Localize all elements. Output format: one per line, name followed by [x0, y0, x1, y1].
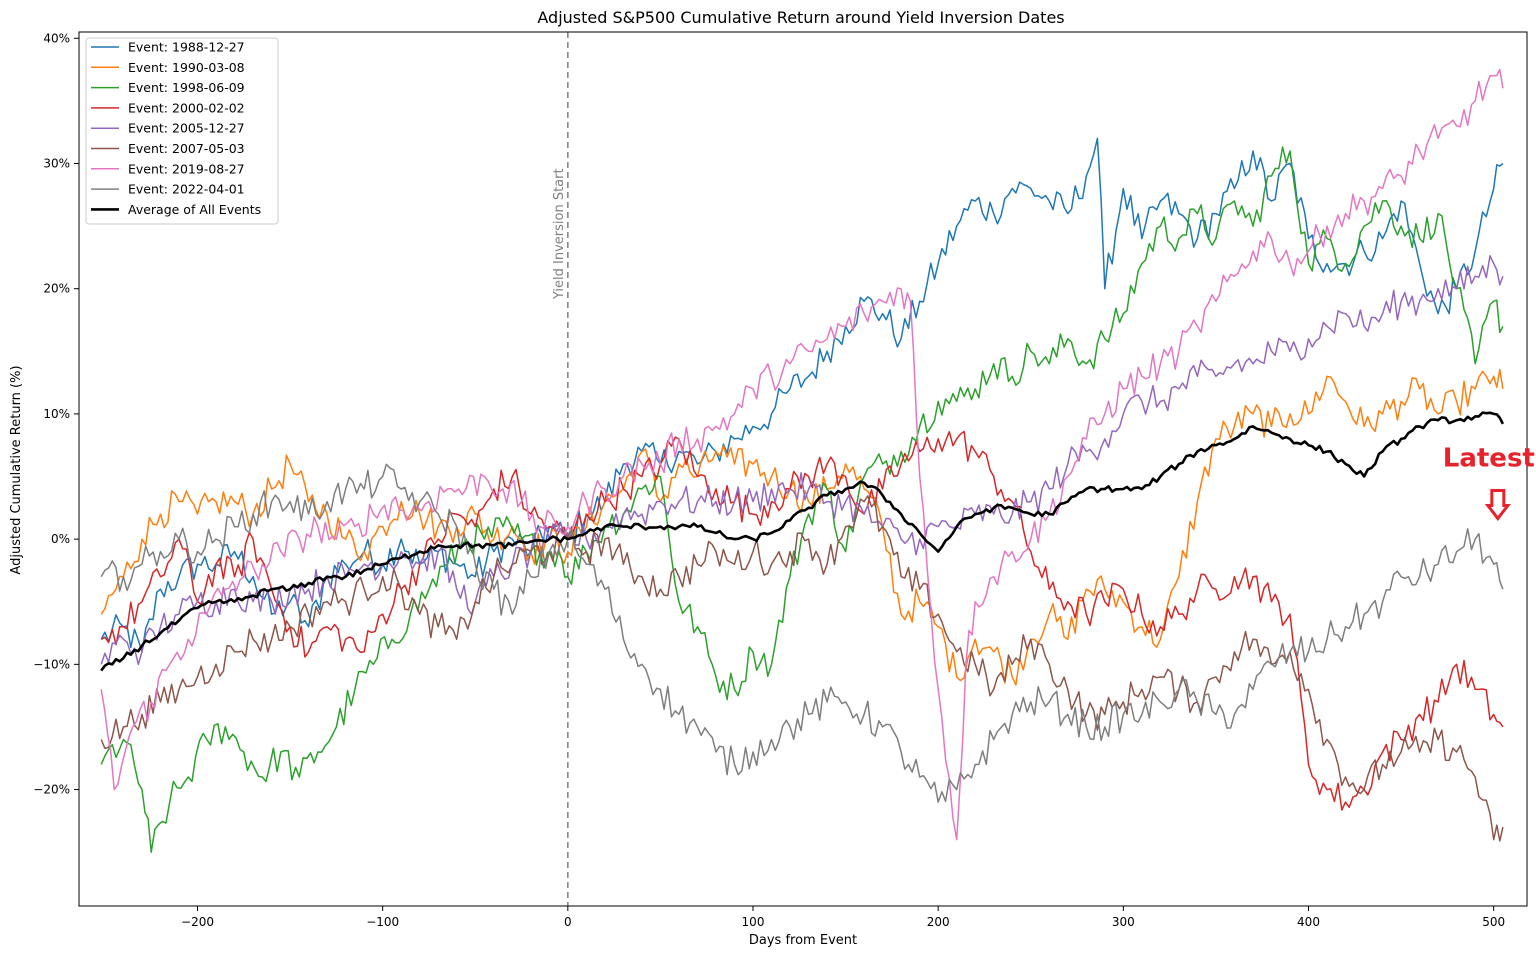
- series-line-2: [100, 368, 1504, 686]
- x-tick-label: 200: [927, 915, 950, 929]
- series-line-3: [100, 146, 1504, 853]
- series-line-8: [100, 463, 1504, 803]
- legend-label: Event: 2000-02-02: [128, 100, 245, 115]
- x-tick-label: 0: [564, 915, 572, 929]
- x-tick-label: 300: [1112, 915, 1135, 929]
- series-line-1: [100, 137, 1504, 653]
- y-tick-label: 10%: [43, 407, 70, 421]
- series-line-7: [100, 68, 1504, 841]
- legend-label: Event: 1990-03-08: [128, 60, 245, 75]
- legend-label: Event: 2019-08-27: [128, 161, 245, 176]
- legend-label: Event: 1988-12-27: [128, 40, 245, 55]
- legend-box: [85, 37, 279, 225]
- x-tick-label: 400: [1297, 915, 1320, 929]
- series-line-average: [100, 411, 1505, 672]
- y-tick-label: 0%: [51, 532, 70, 546]
- y-tick-label: −20%: [33, 783, 70, 797]
- legend-label: Event: 2022-04-01: [128, 182, 245, 197]
- chart-title: Adjusted S&P500 Cumulative Return around…: [537, 8, 1064, 27]
- latest-arrow-icon: [1484, 488, 1511, 521]
- series-line-6: [100, 495, 1504, 842]
- y-tick-label: −10%: [33, 657, 70, 671]
- x-axis-label: Days from Event: [749, 933, 857, 948]
- legend-label: Event: 2005-12-27: [128, 121, 245, 136]
- legend-label: Event: 1998-06-09: [128, 80, 245, 95]
- x-tick-label: 100: [742, 915, 765, 929]
- legend-label: Average of All Events: [128, 202, 261, 217]
- legend: Event: 1988-12-27 Event: 1990-03-08 Event:…: [85, 37, 279, 225]
- x-tick-label: −100: [366, 915, 399, 929]
- latest-annotation: Latest: [1443, 443, 1535, 473]
- series-line-5: [100, 255, 1504, 666]
- x-tick-label: 500: [1482, 915, 1505, 929]
- inversion-start-label: Yield Inversion Start: [552, 168, 567, 300]
- y-axis-label: Adjusted Cumulative Return (%): [9, 365, 24, 574]
- y-tick-label: 20%: [43, 282, 70, 296]
- legend-label: Event: 2007-05-03: [128, 141, 245, 156]
- plot-frame: [78, 31, 1528, 907]
- x-tick-label: −200: [181, 915, 214, 929]
- y-tick-label: 30%: [43, 156, 70, 170]
- y-tick-label: 40%: [43, 31, 70, 45]
